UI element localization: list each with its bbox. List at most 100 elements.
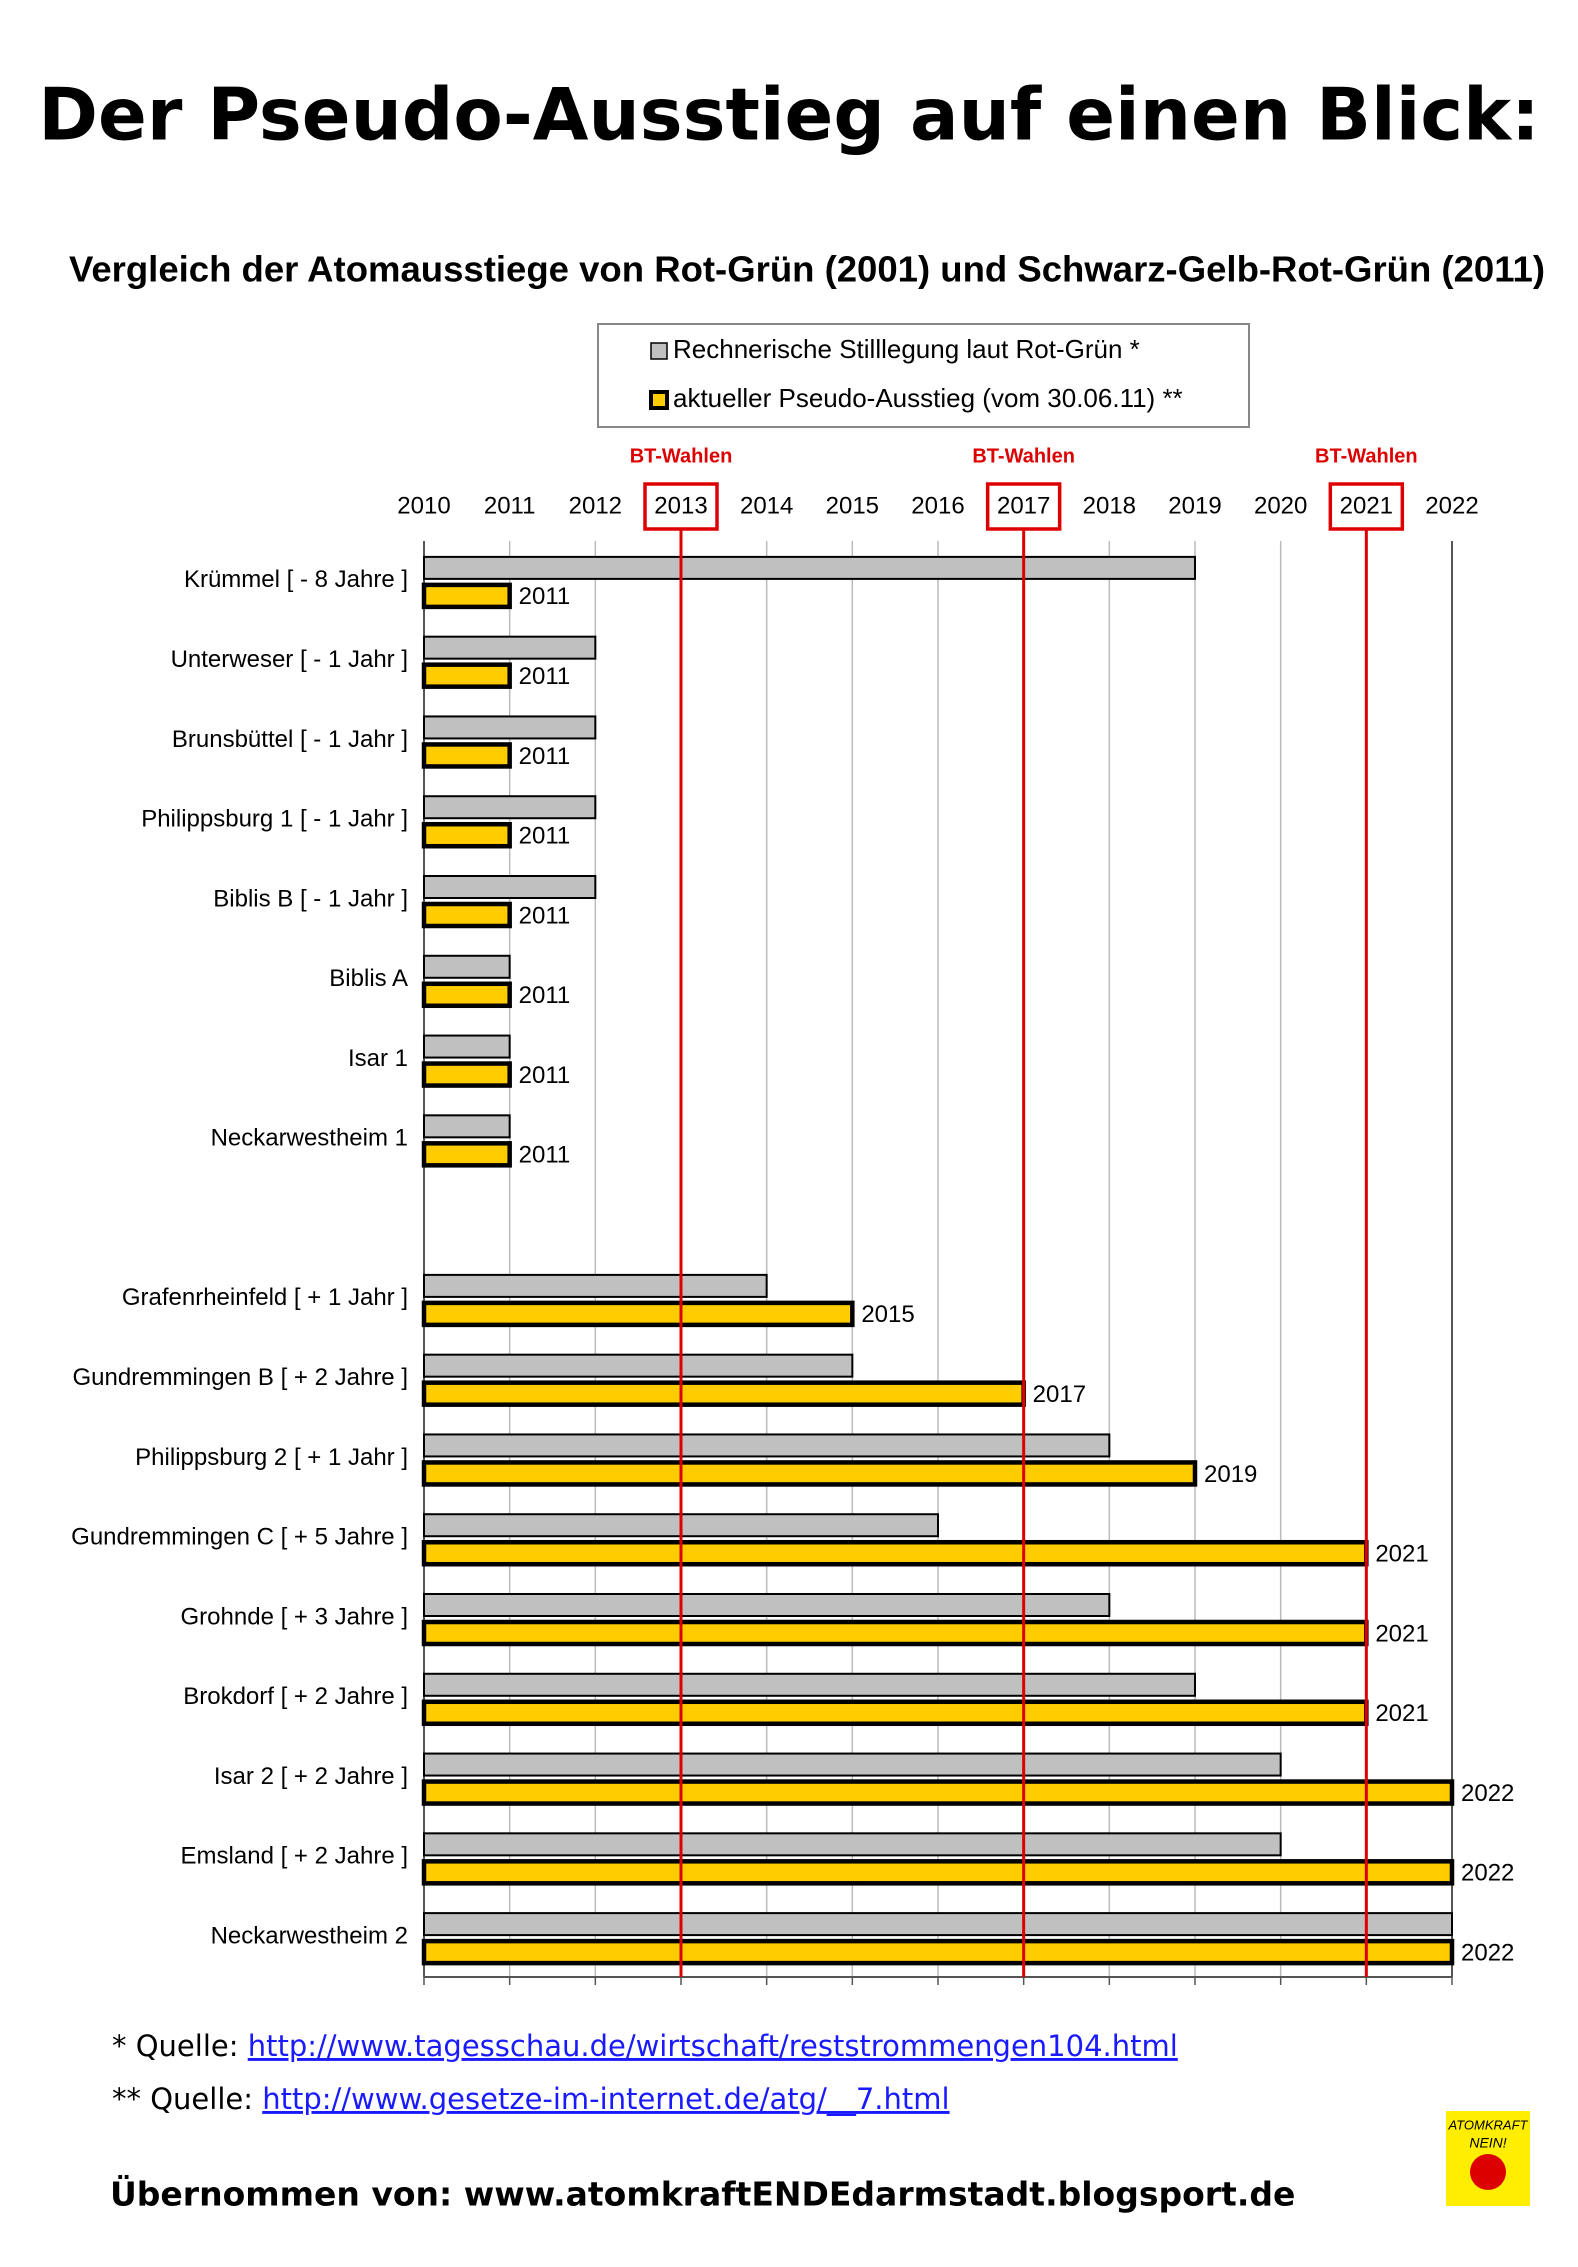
bar (421, 1061, 512, 1088)
x-tick-label: 2016 (911, 492, 964, 519)
footnote-link[interactable]: http://www.gesetze-im-internet.de/atg/__… (262, 2082, 949, 2116)
bar (423, 1353, 854, 1378)
value-label: 2022 (1461, 1939, 1514, 1966)
bar (421, 981, 512, 1009)
category-label: Grohnde [ + 3 Jahre ] (181, 1603, 408, 1630)
x-tick-label: 2012 (569, 492, 622, 519)
bar (423, 795, 597, 820)
category-label: Philippsburg 1 [ - 1 Jahr ] (141, 806, 408, 833)
value-label: 2011 (519, 1142, 571, 1169)
footnote-link[interactable]: http://www.tagesschau.de/wirtschaft/rest… (248, 2029, 1178, 2063)
value-label: 2017 (1033, 1381, 1086, 1408)
value-label: 2015 (861, 1301, 914, 1328)
value-label: 2011 (519, 823, 571, 850)
category-label: Brokdorf [ + 2 Jahre ] (183, 1683, 408, 1710)
category-label: Unterweser [ - 1 Jahr ] (171, 646, 408, 673)
category-label: Biblis A (329, 965, 408, 992)
category-label: Grafenrheinfeld [ + 1 Jahr ] (122, 1284, 408, 1311)
legend-swatch (649, 390, 669, 410)
legend-label: Rechnerische Stilllegung laut Rot-Grün * (673, 334, 1140, 364)
x-tick-label: 2013 (654, 492, 707, 519)
credit: Übernommen von: www.atomkraftENDEdarmsta… (110, 2174, 1295, 2214)
bar (421, 901, 512, 929)
legend-swatch (650, 342, 668, 360)
x-tick-label: 2021 (1340, 492, 1393, 519)
bar (423, 1593, 1111, 1617)
annotation-label: BT-Wahlen (630, 445, 733, 467)
legend-box (597, 323, 1250, 428)
category-label: Isar 2 [ + 2 Jahre ] (214, 1763, 408, 1790)
x-tick-label: 2017 (997, 492, 1050, 519)
bar (421, 1699, 1369, 1727)
x-tick-label: 2010 (397, 492, 450, 519)
category-label: Gundremmingen B [ + 2 Jahre ] (72, 1364, 408, 1391)
logo: ATOMKRAFT NEIN! (1446, 2111, 1530, 2206)
bar (421, 1938, 1455, 1966)
x-tick-label: 2018 (1083, 492, 1136, 519)
value-label: 2011 (519, 982, 571, 1009)
subtitle: Vergleich der Atomausstiege von Rot-Grün… (69, 249, 1545, 290)
legend-label: aktueller Pseudo-Ausstieg (vom 30.06.11)… (673, 383, 1183, 413)
value-label: 2021 (1375, 1620, 1428, 1647)
category-label: Biblis B [ - 1 Jahr ] (213, 885, 408, 912)
value-label: 2021 (1375, 1541, 1428, 1568)
bar (421, 662, 512, 689)
bar (423, 635, 597, 660)
annotation-label: BT-Wahlen (1315, 445, 1418, 467)
x-tick-label: 2022 (1425, 492, 1478, 519)
value-label: 2011 (519, 663, 571, 690)
x-tick-label: 2011 (484, 492, 536, 519)
bar (421, 1859, 1455, 1886)
bar (423, 1114, 511, 1139)
category-label: Philippsburg 2 [ + 1 Jahr ] (135, 1444, 408, 1471)
bar (421, 1460, 1198, 1487)
bar (423, 875, 597, 899)
x-tick-label: 2015 (826, 492, 879, 519)
logo-bottom: NEIN! (1469, 2135, 1506, 2151)
category-label: Neckarwestheim 1 (211, 1125, 408, 1152)
bar (423, 1912, 1453, 1937)
value-label: 2011 (519, 743, 571, 770)
category-label: Krümmel [ - 8 Jahre ] (184, 566, 408, 593)
category-label: Emsland [ + 2 Jahre ] (181, 1843, 408, 1870)
bar (423, 1034, 511, 1059)
logo-sun (1470, 2154, 1506, 2190)
x-tick-label: 2019 (1168, 492, 1221, 519)
x-tick-label: 2014 (740, 492, 793, 519)
annotation-label: BT-Wahlen (972, 445, 1075, 467)
value-label: 2011 (519, 1062, 571, 1089)
category-label: Brunsbüttel [ - 1 Jahr ] (172, 726, 408, 753)
title: Der Pseudo-Ausstieg auf einen Blick: (38, 73, 1540, 157)
bar (421, 742, 512, 769)
logo-top: ATOMKRAFT (1448, 2117, 1529, 2132)
category-label: Isar 1 (348, 1045, 408, 1072)
bar (421, 1539, 1369, 1567)
value-label: 2022 (1461, 1860, 1514, 1887)
value-label: 2021 (1375, 1700, 1428, 1727)
footnote: ** Quelle: http://www.gesetze-im-interne… (112, 2082, 950, 2116)
bar (421, 1779, 1455, 1806)
footnote-prefix: ** Quelle: (112, 2082, 253, 2116)
bar (423, 715, 597, 740)
bar (421, 821, 512, 849)
bar (423, 555, 1196, 580)
bar (423, 1433, 1111, 1458)
bar (423, 1752, 1282, 1777)
bar (421, 1141, 512, 1168)
bar (423, 954, 511, 979)
value-label: 2011 (519, 583, 571, 610)
bar (421, 1380, 1026, 1407)
bar (421, 1619, 1369, 1647)
category-label: Gundremmingen C [ + 5 Jahre ] (71, 1524, 408, 1551)
bar (421, 582, 512, 610)
x-tick-label: 2020 (1254, 492, 1307, 519)
category-label: Neckarwestheim 2 (211, 1922, 408, 1949)
bar (423, 1672, 1196, 1697)
bar (423, 1832, 1282, 1857)
footnote-prefix: * Quelle: (112, 2029, 239, 2063)
value-label: 2019 (1204, 1461, 1257, 1488)
value-label: 2022 (1461, 1780, 1514, 1807)
footnote: * Quelle: http://www.tagesschau.de/wirts… (112, 2029, 1178, 2063)
bar (423, 1273, 768, 1298)
